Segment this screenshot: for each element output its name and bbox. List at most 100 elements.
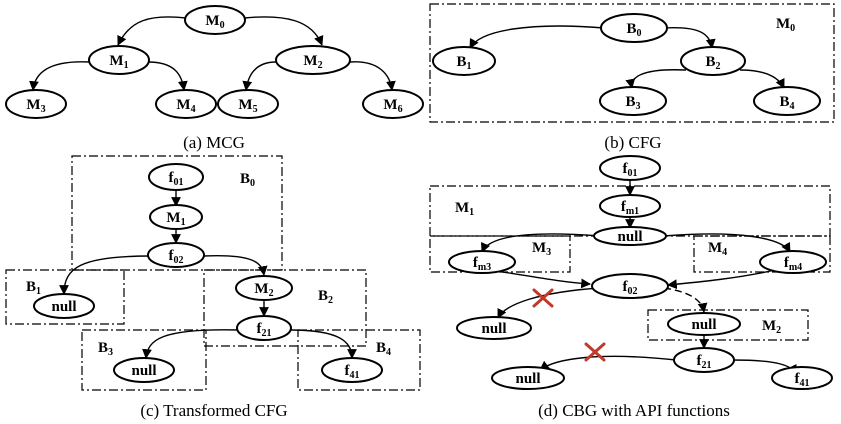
tcfg-node-null-b3 <box>113 357 175 383</box>
mcg-node-m0 <box>184 5 246 35</box>
cbg-node-fm3 <box>448 250 516 274</box>
edge-f02-m2 <box>203 254 268 276</box>
cbg-box-m2-label: M2 <box>762 318 781 336</box>
edge-f21-null-bottom <box>539 355 677 371</box>
mcg-node-m2-label: M2 <box>303 53 322 71</box>
tcfg-node-m1-label: M1 <box>166 210 185 228</box>
edge-m2-m6 <box>349 61 396 91</box>
cbg-panel: M1 M3 M4 M2 f01 fm1 null <box>429 155 833 420</box>
caption-b: (b) CFG <box>604 133 661 152</box>
tcfg-node-null-b1-label: null <box>51 299 76 315</box>
cfg-node-b4 <box>753 86 821 116</box>
mcg-node-m1 <box>88 45 150 75</box>
edge-m0-m1 <box>117 16 187 46</box>
cbg-node-f02 <box>591 273 669 299</box>
edge-f02-null-m2 <box>663 287 708 313</box>
cbg-node-fm4-label: fm4 <box>784 255 802 273</box>
cfg-box-m0-label: M0 <box>776 16 795 34</box>
edge-fm4-f02 <box>667 269 776 290</box>
tcfg-node-f01-label: f01 <box>169 170 184 188</box>
cfg-node-b1 <box>432 46 496 76</box>
cbg-node-f41-label: f41 <box>795 371 810 389</box>
edge-null-fm4 <box>663 233 791 253</box>
tcfg-node-f41 <box>321 357 383 383</box>
cbg-box-m3-label: M3 <box>532 240 551 258</box>
tcfg-box-b4-label: B4 <box>376 340 391 358</box>
tcfg-box-b4 <box>297 329 421 391</box>
cfg-node-b2 <box>680 46 746 76</box>
caption-a: (a) MCG <box>183 133 245 152</box>
tcfg-box-b2 <box>203 269 367 347</box>
blocked-edge-cross-icon <box>532 288 554 308</box>
mcg-node-m6 <box>362 89 424 119</box>
edge-f21-f41 <box>289 329 357 359</box>
cfg-node-b4-label: B4 <box>779 94 794 112</box>
tcfg-node-m2-label: M2 <box>254 281 273 299</box>
cfg-node-b3-label: B3 <box>625 94 640 112</box>
mcg-node-m5 <box>217 89 279 119</box>
cfg-node-b2-label: B2 <box>705 54 720 72</box>
cbg-node-f21 <box>673 347 735 373</box>
cbg-box-m1-label: M1 <box>455 200 474 218</box>
tcfg-box-b1-label: B1 <box>26 279 41 297</box>
cbg-node-f21-label: f21 <box>697 353 712 371</box>
tcfg-box-b3 <box>81 329 207 391</box>
tcfg-node-f21-label: f21 <box>257 321 272 339</box>
tcfg-node-f02 <box>147 242 205 268</box>
mcg-node-m3-label: M3 <box>26 97 45 115</box>
tcfg-box-b2-label: B2 <box>318 288 333 306</box>
tcfg-node-f41-label: f41 <box>345 363 360 381</box>
edge-b2-b3 <box>625 69 687 89</box>
cbg-box-m2 <box>647 309 809 341</box>
cbg-node-f41 <box>771 366 833 390</box>
cbg-node-null-m1-label: null <box>617 229 642 245</box>
cbg-node-null-bottom-label: null <box>515 371 540 387</box>
cfg-node-b0 <box>600 13 668 43</box>
cbg-node-null-m2-label: null <box>691 317 716 333</box>
edge-m0-m2 <box>243 16 324 46</box>
cbg-node-f02-label: f02 <box>623 279 638 297</box>
tcfg-box-b1 <box>5 269 125 325</box>
cbg-node-null-left <box>456 316 532 340</box>
cbg-box-m4-label: M4 <box>708 240 727 258</box>
cbg-node-fm3-label: fm3 <box>473 255 491 273</box>
cbg-box-m4 <box>693 235 831 273</box>
cbg-node-f01 <box>599 155 661 181</box>
blocked-edge-cross-icon <box>584 342 606 362</box>
mcg-node-m1-label: M1 <box>109 53 128 71</box>
edge-b2-b4 <box>739 69 785 89</box>
mcg-node-m6-label: M6 <box>383 97 402 115</box>
edge-f02-null-left <box>497 287 601 319</box>
cbg-node-fm1-label: fm1 <box>621 199 639 217</box>
tcfg-node-null-b1 <box>33 293 95 319</box>
edge-m1-m4 <box>147 61 188 91</box>
edge-fm3-f02 <box>489 269 591 289</box>
cbg-node-null-m1 <box>593 226 667 246</box>
edge-m2-m5 <box>242 61 277 91</box>
mcg-node-m5-label: M5 <box>238 97 257 115</box>
cbg-node-fm4 <box>759 250 827 274</box>
cfg-panel: M0 B0 B1 B2 B3 B4 (b) CFG <box>429 3 835 152</box>
tcfg-node-f02-label: f02 <box>169 248 184 266</box>
tcfg-panel: B0 B1 B2 B3 B4 f01 M1 f02 null M2 f21 nu… <box>5 155 421 420</box>
cbg-node-f01-label: f01 <box>623 161 638 179</box>
edge-f21-null <box>142 329 241 359</box>
cfg-node-b0-label: B0 <box>626 21 641 39</box>
cbg-node-null-left-label: null <box>481 321 506 337</box>
cbg-node-fm1 <box>599 194 661 218</box>
tcfg-node-m1 <box>149 204 203 230</box>
tcfg-node-f21 <box>236 315 292 341</box>
cfg-node-b3 <box>599 86 667 116</box>
mcg-node-m0-label: M0 <box>205 13 224 31</box>
tcfg-box-b3-label: B3 <box>98 340 113 358</box>
mcg-node-m4-label: M4 <box>176 97 195 115</box>
edge-b0-b2 <box>663 27 716 49</box>
edge-f02-null <box>59 255 151 295</box>
caption-d: (d) CBG with API functions <box>538 401 730 420</box>
tcfg-node-m2 <box>235 275 293 301</box>
caption-c: (c) Transformed CFG <box>140 401 287 420</box>
tcfg-node-null-b3-label: null <box>131 363 156 379</box>
tcfg-box-b0 <box>71 155 283 271</box>
tcfg-box-b0-label: B0 <box>240 171 255 189</box>
